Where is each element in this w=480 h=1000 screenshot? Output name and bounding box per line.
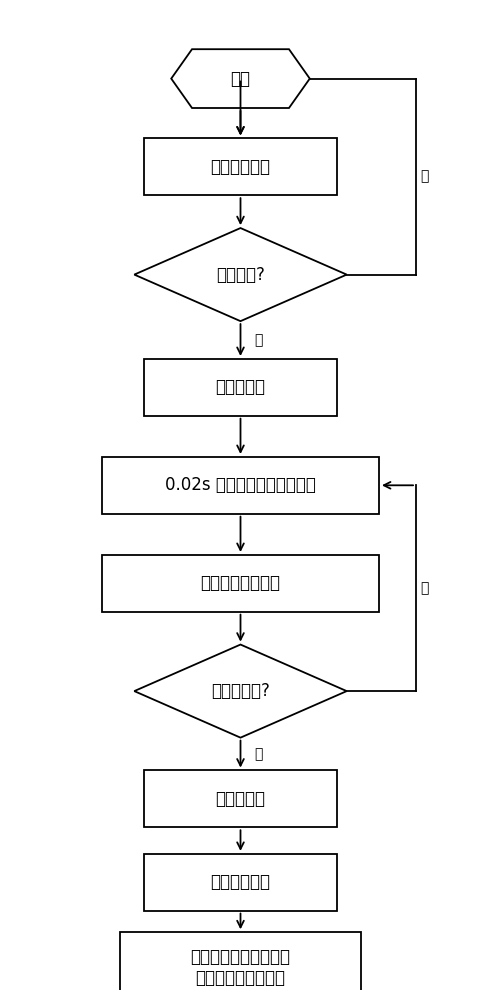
Text: 是否开始?: 是否开始? [216, 266, 264, 284]
Text: 是: 是 [254, 333, 262, 347]
Bar [143, 770, 337, 827]
Bar [102, 555, 378, 612]
Polygon shape [171, 49, 309, 108]
Bar [120, 932, 360, 1000]
Text: 设置采集时间: 设置采集时间 [210, 158, 270, 176]
Text: 存储压力和温度值: 存储压力和温度值 [200, 574, 280, 592]
Text: 关闭电磁阀: 关闭电磁阀 [215, 790, 265, 808]
Polygon shape [134, 228, 346, 321]
Bar [143, 359, 337, 416]
Text: 根据存储数据计算钻孔
释放瓦斯膨胀能大小: 根据存储数据计算钻孔 释放瓦斯膨胀能大小 [190, 948, 290, 987]
Text: 否: 否 [420, 581, 428, 595]
Text: 采集时间到?: 采集时间到? [211, 682, 269, 700]
Text: 采集数据结束: 采集数据结束 [210, 873, 270, 891]
Text: 0.02s 采集压力和温度模拟量: 0.02s 采集压力和温度模拟量 [165, 476, 315, 494]
Text: 否: 否 [420, 170, 428, 184]
Bar [143, 138, 337, 195]
Bar [143, 854, 337, 911]
Polygon shape [134, 645, 346, 738]
Text: 开机: 开机 [230, 70, 250, 88]
Bar [102, 457, 378, 514]
Text: 打开电磁阀: 打开电磁阀 [215, 378, 265, 396]
Text: 是: 是 [254, 747, 262, 761]
